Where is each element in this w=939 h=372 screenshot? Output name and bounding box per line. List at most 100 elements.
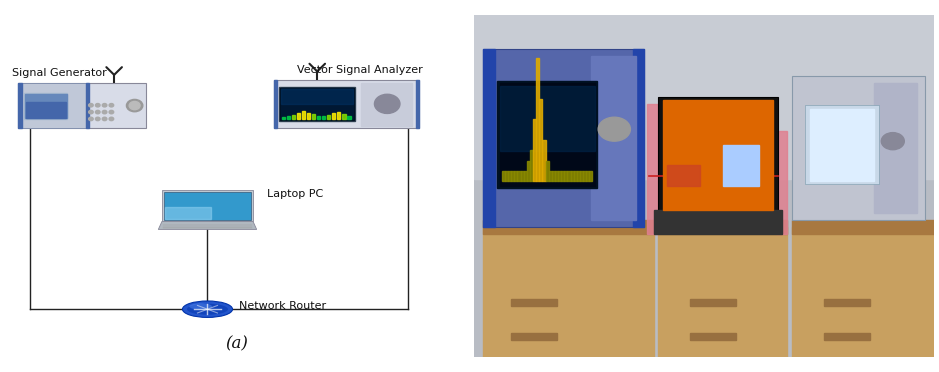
Circle shape bbox=[109, 110, 114, 114]
Ellipse shape bbox=[182, 301, 233, 317]
Bar bbox=[874, 83, 917, 214]
Circle shape bbox=[96, 117, 100, 121]
Bar bbox=[520, 171, 524, 181]
Polygon shape bbox=[159, 221, 256, 230]
Bar bbox=[24, 93, 68, 119]
Bar bbox=[484, 49, 495, 227]
Circle shape bbox=[102, 110, 107, 114]
Circle shape bbox=[130, 102, 140, 110]
Bar bbox=[515, 171, 517, 181]
Bar bbox=[484, 227, 654, 357]
Bar bbox=[574, 171, 577, 181]
Bar bbox=[658, 227, 787, 357]
Bar bbox=[583, 171, 586, 181]
Bar bbox=[580, 171, 583, 181]
Bar bbox=[165, 206, 210, 219]
Bar bbox=[548, 171, 552, 181]
Circle shape bbox=[96, 103, 100, 107]
Text: (a): (a) bbox=[225, 335, 249, 352]
Bar bbox=[543, 140, 546, 181]
Bar bbox=[416, 80, 420, 128]
Bar bbox=[500, 83, 594, 186]
Bar bbox=[286, 116, 290, 119]
Bar bbox=[484, 49, 644, 227]
Circle shape bbox=[88, 117, 93, 121]
Bar bbox=[19, 83, 23, 128]
Bar bbox=[474, 15, 934, 179]
Bar bbox=[484, 220, 654, 234]
Bar bbox=[647, 104, 658, 234]
Bar bbox=[658, 97, 777, 214]
Bar bbox=[85, 83, 88, 128]
FancyBboxPatch shape bbox=[19, 83, 88, 128]
Text: Laptop PC: Laptop PC bbox=[267, 189, 323, 199]
Bar bbox=[668, 166, 700, 186]
Bar bbox=[530, 150, 533, 181]
Bar bbox=[273, 80, 420, 128]
Circle shape bbox=[598, 117, 630, 141]
Bar bbox=[776, 131, 787, 234]
Bar bbox=[562, 171, 564, 181]
Bar bbox=[337, 112, 341, 119]
Bar bbox=[517, 171, 520, 181]
Circle shape bbox=[88, 110, 93, 114]
Bar bbox=[316, 116, 320, 119]
Bar bbox=[539, 99, 543, 181]
Bar bbox=[361, 83, 412, 126]
Bar bbox=[527, 161, 530, 181]
Bar bbox=[792, 77, 925, 220]
Text: Signal Generator: Signal Generator bbox=[12, 68, 107, 78]
Circle shape bbox=[96, 110, 100, 114]
Bar bbox=[282, 117, 285, 119]
Bar bbox=[590, 171, 593, 181]
Bar bbox=[524, 171, 527, 181]
Circle shape bbox=[102, 103, 107, 107]
Bar bbox=[571, 171, 574, 181]
Bar bbox=[546, 161, 548, 181]
Circle shape bbox=[88, 103, 93, 107]
Bar bbox=[25, 102, 66, 118]
Bar bbox=[792, 220, 934, 234]
Bar bbox=[162, 190, 253, 221]
Circle shape bbox=[882, 132, 904, 150]
Bar bbox=[347, 116, 350, 119]
Ellipse shape bbox=[190, 304, 212, 310]
Ellipse shape bbox=[187, 304, 228, 315]
Bar bbox=[690, 333, 736, 340]
Bar bbox=[312, 114, 316, 119]
Bar bbox=[501, 171, 505, 181]
Bar bbox=[577, 171, 580, 181]
Bar bbox=[301, 111, 305, 119]
Bar bbox=[723, 145, 760, 186]
Circle shape bbox=[109, 103, 114, 107]
Bar bbox=[500, 86, 594, 151]
Bar bbox=[558, 171, 562, 181]
Bar bbox=[792, 227, 934, 357]
Bar bbox=[24, 94, 67, 118]
Bar bbox=[806, 105, 879, 184]
Bar bbox=[508, 171, 511, 181]
Bar bbox=[690, 299, 736, 306]
Bar bbox=[536, 58, 539, 181]
Bar bbox=[279, 87, 355, 121]
Bar bbox=[654, 210, 782, 234]
Bar bbox=[307, 113, 311, 119]
Bar bbox=[322, 116, 326, 119]
Bar bbox=[297, 113, 300, 119]
Bar bbox=[292, 115, 295, 119]
Bar bbox=[281, 89, 353, 119]
Bar bbox=[533, 119, 536, 181]
Bar bbox=[511, 333, 557, 340]
Bar bbox=[511, 171, 515, 181]
Bar bbox=[633, 49, 644, 227]
FancyBboxPatch shape bbox=[19, 83, 146, 128]
Bar bbox=[586, 171, 590, 181]
Bar bbox=[281, 89, 353, 104]
Bar bbox=[658, 220, 787, 234]
Bar bbox=[564, 171, 567, 181]
Bar bbox=[824, 299, 870, 306]
Circle shape bbox=[375, 94, 400, 113]
Bar bbox=[663, 100, 774, 210]
Bar bbox=[567, 171, 571, 181]
Bar bbox=[555, 171, 558, 181]
